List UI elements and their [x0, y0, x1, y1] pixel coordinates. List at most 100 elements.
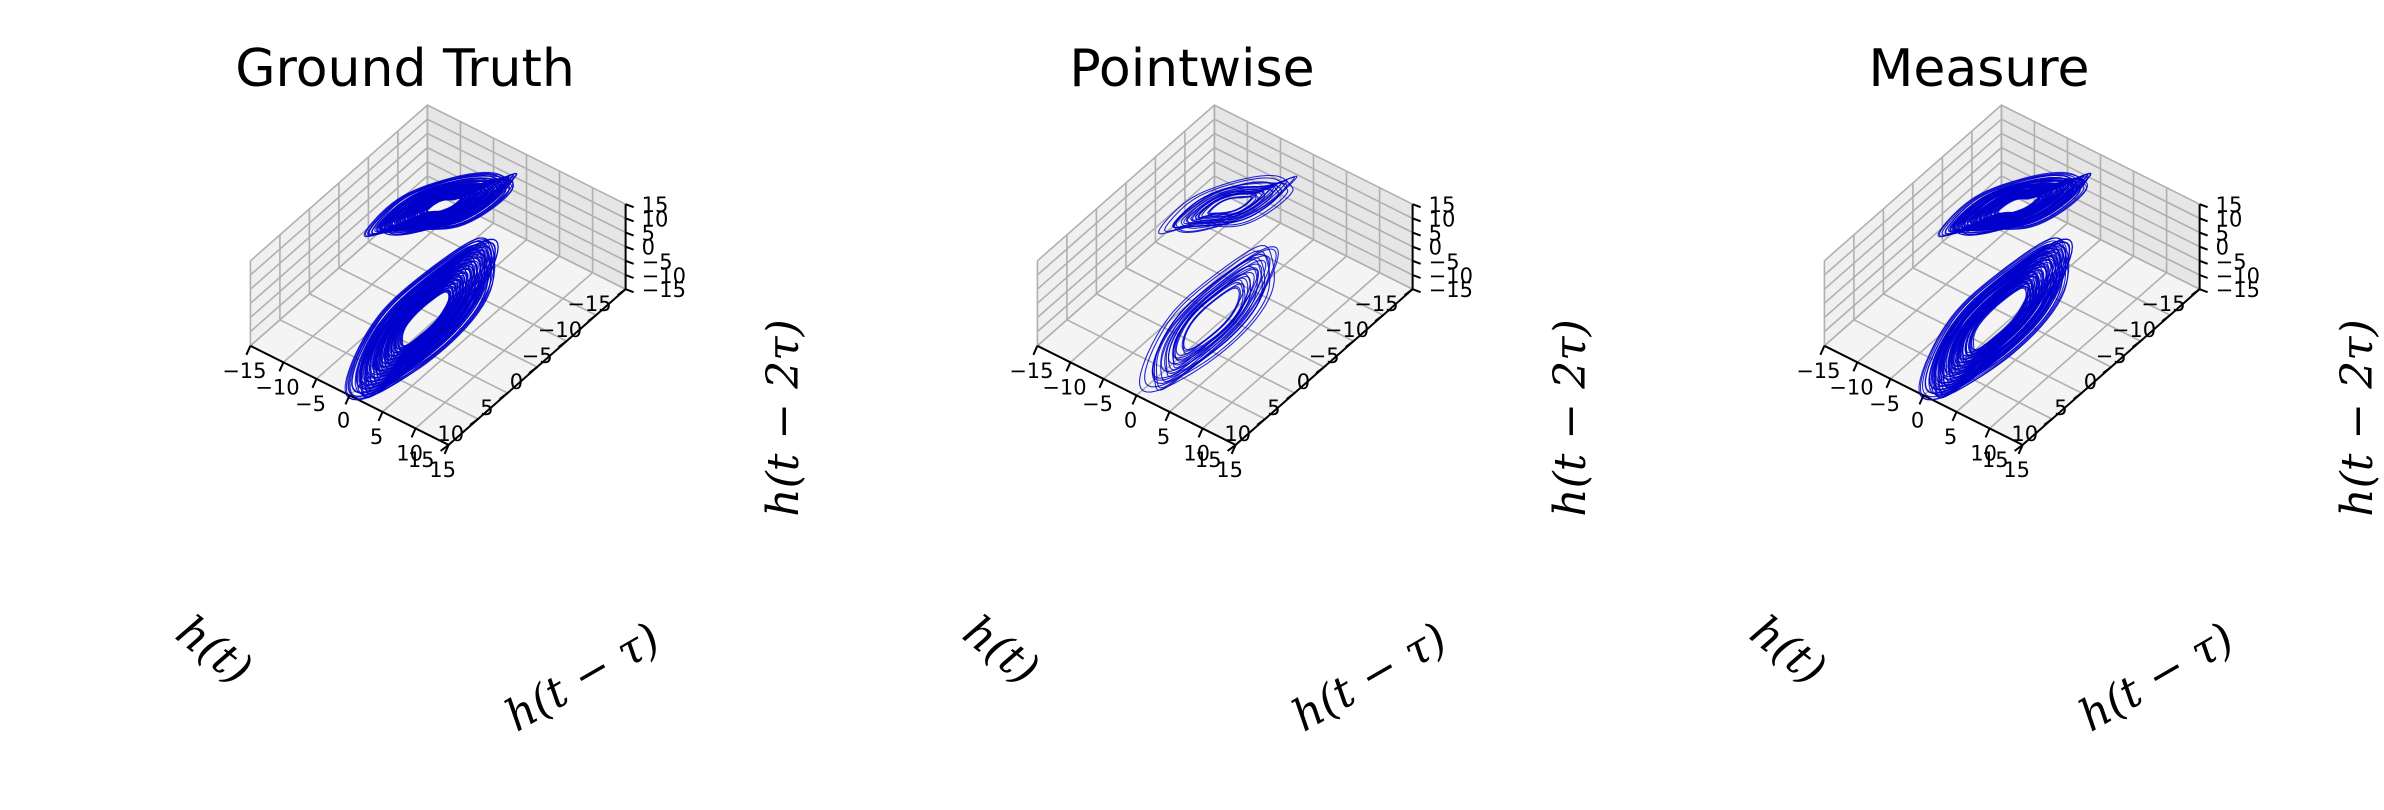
- z-tick-label: −10: [642, 264, 686, 288]
- trajectory-loop: [392, 280, 461, 358]
- z-tick-mark: [2199, 203, 2208, 209]
- z-tick-mark: [2199, 274, 2208, 279]
- trajectory-loop: [396, 186, 491, 224]
- z-tick-label: −10: [2216, 264, 2260, 288]
- trajectory-loop: [1935, 254, 2054, 384]
- z-tick-mark: [1412, 203, 1421, 209]
- gridline-z: [249, 174, 626, 333]
- z-tick-mark: [1412, 231, 1421, 237]
- x-tick-label: −5: [1309, 344, 1340, 368]
- y-tick-label: −10: [255, 375, 299, 399]
- y-tick-mark: [1951, 411, 1958, 422]
- gridline-z: [1036, 132, 1413, 290]
- x-tick-label: 15: [408, 448, 435, 472]
- gridline-z: [1823, 118, 2200, 276]
- trajectory-loop: [1172, 271, 1255, 366]
- x-tick-mark: [499, 392, 509, 400]
- x-tick-mark: [469, 418, 479, 426]
- z-tick-mark: [1412, 274, 1421, 279]
- y-tick-mark: [1984, 427, 1991, 438]
- x-tick-mark: [1404, 288, 1414, 296]
- x-tick-label: 10: [1224, 422, 1251, 446]
- y-tick-mark: [1164, 411, 1171, 422]
- z-tick-mark: [1412, 288, 1421, 294]
- gridline-z: [1036, 104, 1413, 262]
- x-tick-label: 10: [437, 422, 464, 446]
- x-tick-label: 5: [1267, 396, 1280, 420]
- z-tick-mark: [625, 288, 634, 294]
- y-tick-mark: [1230, 444, 1237, 455]
- gridline-z: [1036, 160, 1413, 319]
- trajectory-loop: [355, 248, 486, 390]
- y-tick-label: 5: [1944, 425, 1957, 449]
- gridline-z: [1823, 132, 2200, 290]
- x-tick-label: −5: [2096, 344, 2127, 368]
- z-tick-label: −15: [2216, 278, 2260, 302]
- z-tick-mark: [625, 274, 634, 279]
- y-tick-label: 15: [2003, 458, 2030, 482]
- x-tick-mark: [1256, 418, 1266, 426]
- trajectory-loop: [1925, 244, 2063, 394]
- y-tick-label: 0: [1911, 408, 1924, 432]
- trajectory-loop: [1938, 251, 2061, 387]
- y-tick-mark: [1852, 361, 1859, 372]
- z-tick-label: 15: [1429, 193, 1456, 217]
- trajectory-loop: [1167, 273, 1252, 365]
- z-tick-label: 10: [642, 207, 669, 231]
- x-tick-mark: [2043, 418, 2053, 426]
- trajectory-loop: [1956, 274, 2038, 364]
- trajectory-loop: [1160, 255, 1271, 383]
- tick-labels: −15−10−5051015−15−10−5051015−15−10−50510…: [222, 193, 686, 482]
- gridline-z: [1823, 104, 2200, 262]
- z-tick-label: −15: [642, 278, 686, 302]
- trajectory-loop: [360, 250, 486, 388]
- trajectory-loop: [1164, 263, 1263, 374]
- gridline-z: [249, 132, 626, 290]
- y-tick-mark: [1131, 394, 1138, 405]
- y-tick-mark: [1098, 378, 1105, 389]
- trajectory-loop: [347, 240, 492, 397]
- gridline-z: [1823, 146, 2200, 304]
- x-tick-mark: [2073, 392, 2083, 400]
- trajectory-loop: [1971, 286, 2029, 352]
- x-tick-label: −10: [538, 318, 582, 342]
- z-tick-mark: [1412, 217, 1421, 223]
- z-tick-label: 0: [2216, 236, 2229, 260]
- gridline-z: [1036, 146, 1413, 304]
- z-tick-label: 0: [1429, 236, 1442, 260]
- trajectory-loop: [1139, 244, 1275, 393]
- trajectory-loop: [396, 282, 459, 355]
- y-tick-label: −10: [1042, 375, 1086, 399]
- y-tick-mark: [311, 378, 318, 389]
- trajectory-loop: [1957, 180, 2071, 230]
- plot-area: −15−10−5051015−15−10−5051015−15−10−50510…: [1796, 104, 2260, 482]
- trajectory-loop: [1919, 237, 2070, 401]
- y-tick-label: 0: [337, 408, 350, 432]
- trajectory: [1139, 174, 1298, 393]
- trajectory-loop: [1981, 190, 2052, 220]
- gridline-z: [249, 146, 626, 304]
- trajectory-loop: [376, 269, 467, 368]
- trajectory-loop: [426, 197, 462, 213]
- x-tick-mark: [2132, 340, 2142, 348]
- trajectory-loop: [365, 246, 492, 392]
- z-tick-label: 10: [1429, 207, 1456, 231]
- tick-labels: −15−10−5051015−15−10−5051015−15−10−50510…: [1796, 193, 2260, 482]
- z-tick-label: 15: [642, 193, 669, 217]
- gridline-z: [249, 104, 626, 262]
- y-tick-mark: [1918, 394, 1925, 405]
- x-tick-label: 0: [1297, 370, 1310, 394]
- trajectory-loop: [401, 291, 451, 347]
- trajectory-loop: [1942, 248, 2064, 389]
- trajectory-loop: [373, 262, 475, 375]
- y-tick-label: 0: [1124, 408, 1137, 432]
- gridline-z: [1823, 174, 2200, 333]
- trajectory-loop: [383, 268, 471, 369]
- trajectory-loop: [1928, 247, 2061, 391]
- gridline-z: [1823, 160, 2200, 319]
- z-tick-mark: [2199, 245, 2208, 251]
- z-tick-label: 0: [642, 236, 655, 260]
- trajectory-loop: [1195, 188, 1270, 221]
- trajectory-loop: [1918, 237, 2069, 401]
- y-tick-label: 15: [1216, 458, 1243, 482]
